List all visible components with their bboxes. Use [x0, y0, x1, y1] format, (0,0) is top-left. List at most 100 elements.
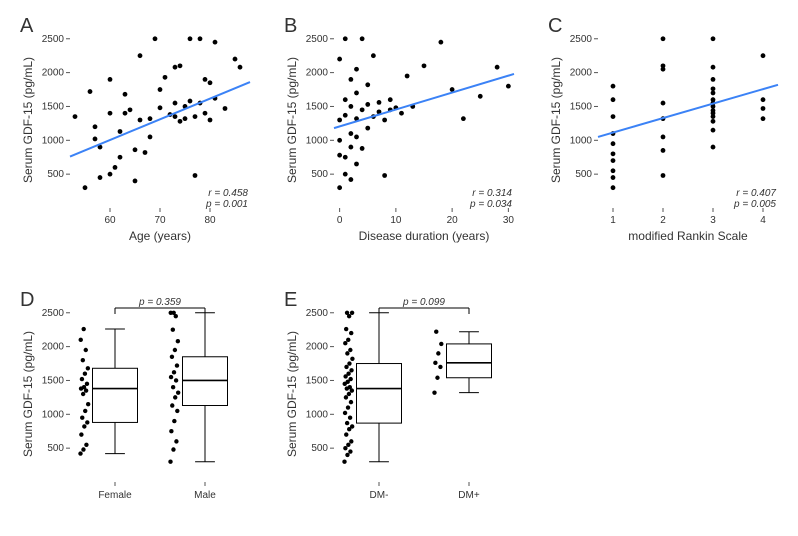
data-point — [193, 114, 198, 119]
data-point — [171, 447, 175, 451]
group-label: DM- — [370, 490, 389, 501]
data-point — [347, 361, 351, 365]
svg-text:2000: 2000 — [306, 342, 329, 353]
svg-text:2500: 2500 — [306, 308, 329, 319]
svg-text:1000: 1000 — [42, 409, 65, 420]
data-point — [365, 82, 370, 87]
data-point — [171, 327, 175, 331]
data-point — [344, 432, 348, 436]
x-axis-label: Age (years) — [129, 229, 191, 243]
data-point — [349, 439, 353, 443]
svg-text:1500: 1500 — [570, 101, 593, 112]
data-point — [354, 162, 359, 167]
data-point — [711, 86, 716, 91]
data-point — [360, 107, 365, 112]
data-point — [345, 421, 349, 425]
regression-line — [334, 74, 514, 128]
data-point — [80, 377, 84, 381]
data-point — [148, 116, 153, 121]
data-point — [88, 89, 93, 94]
svg-text:1000: 1000 — [42, 135, 65, 146]
data-point — [399, 111, 404, 116]
box — [447, 344, 492, 378]
data-point — [438, 40, 443, 45]
x-axis-label: Disease duration (years) — [359, 229, 490, 243]
svg-text:2: 2 — [660, 215, 666, 226]
data-point — [238, 65, 243, 70]
x-axis-label: modified Rankin Scale — [628, 229, 748, 243]
data-point — [343, 446, 347, 450]
data-point — [343, 113, 348, 118]
data-point — [173, 65, 178, 70]
stat-r: r = 0.458 — [208, 188, 248, 199]
data-point — [113, 165, 118, 170]
data-point — [223, 106, 228, 111]
data-point — [360, 36, 365, 41]
data-point — [337, 57, 342, 62]
svg-text:1500: 1500 — [42, 375, 65, 386]
data-point — [176, 390, 180, 394]
data-point — [354, 91, 359, 96]
data-point — [711, 145, 716, 150]
data-point — [349, 331, 353, 335]
data-point — [118, 129, 123, 134]
data-point — [138, 53, 143, 58]
data-point — [168, 459, 172, 463]
data-point — [193, 173, 198, 178]
panel-D: D5001000150020002500FemaleMalep = 0.359S… — [18, 288, 258, 526]
data-point — [337, 153, 342, 158]
data-point — [348, 104, 353, 109]
svg-text:20: 20 — [447, 215, 459, 226]
data-point — [143, 150, 148, 155]
data-point — [346, 338, 350, 342]
svg-text:2000: 2000 — [570, 68, 593, 79]
panel-C: C50010001500200025001234Serum GDF-15 (pg… — [546, 14, 786, 252]
data-point — [711, 119, 716, 124]
data-point — [611, 97, 616, 102]
data-point — [171, 385, 175, 389]
data-point — [347, 392, 351, 396]
data-point — [377, 100, 382, 105]
data-point — [349, 400, 353, 404]
data-point — [350, 357, 354, 361]
data-point — [133, 147, 138, 152]
data-point — [173, 348, 177, 352]
data-point — [84, 348, 88, 352]
data-point — [661, 173, 666, 178]
data-point — [158, 105, 163, 110]
data-point — [348, 177, 353, 182]
data-point — [93, 124, 98, 129]
data-point — [461, 116, 466, 121]
data-point — [343, 97, 348, 102]
data-point — [354, 67, 359, 72]
svg-text:2000: 2000 — [306, 68, 329, 79]
data-point — [382, 173, 387, 178]
data-point — [158, 87, 163, 92]
data-point — [433, 361, 437, 365]
panel-label: E — [284, 289, 297, 311]
y-axis-label: Serum GDF-15 (pg/mL) — [285, 57, 299, 183]
svg-text:10: 10 — [390, 215, 402, 226]
data-point — [405, 74, 410, 79]
data-point — [360, 146, 365, 151]
data-point — [611, 141, 616, 146]
svg-text:1: 1 — [610, 215, 616, 226]
svg-text:2500: 2500 — [570, 34, 593, 45]
data-point — [173, 395, 177, 399]
data-point — [344, 395, 348, 399]
data-point — [348, 131, 353, 136]
data-point — [388, 97, 393, 102]
figure-multipanel: A5001000150020002500607080Serum GDF-15 (… — [0, 0, 798, 536]
data-point — [133, 179, 138, 184]
data-point — [348, 348, 352, 352]
data-point — [344, 327, 348, 331]
data-point — [343, 155, 348, 160]
data-point — [172, 419, 176, 423]
data-point — [108, 111, 113, 116]
data-point — [169, 429, 173, 433]
data-point — [138, 118, 143, 123]
data-point — [344, 365, 348, 369]
data-point — [611, 185, 616, 190]
svg-text:2500: 2500 — [42, 308, 65, 319]
data-point — [761, 106, 766, 111]
